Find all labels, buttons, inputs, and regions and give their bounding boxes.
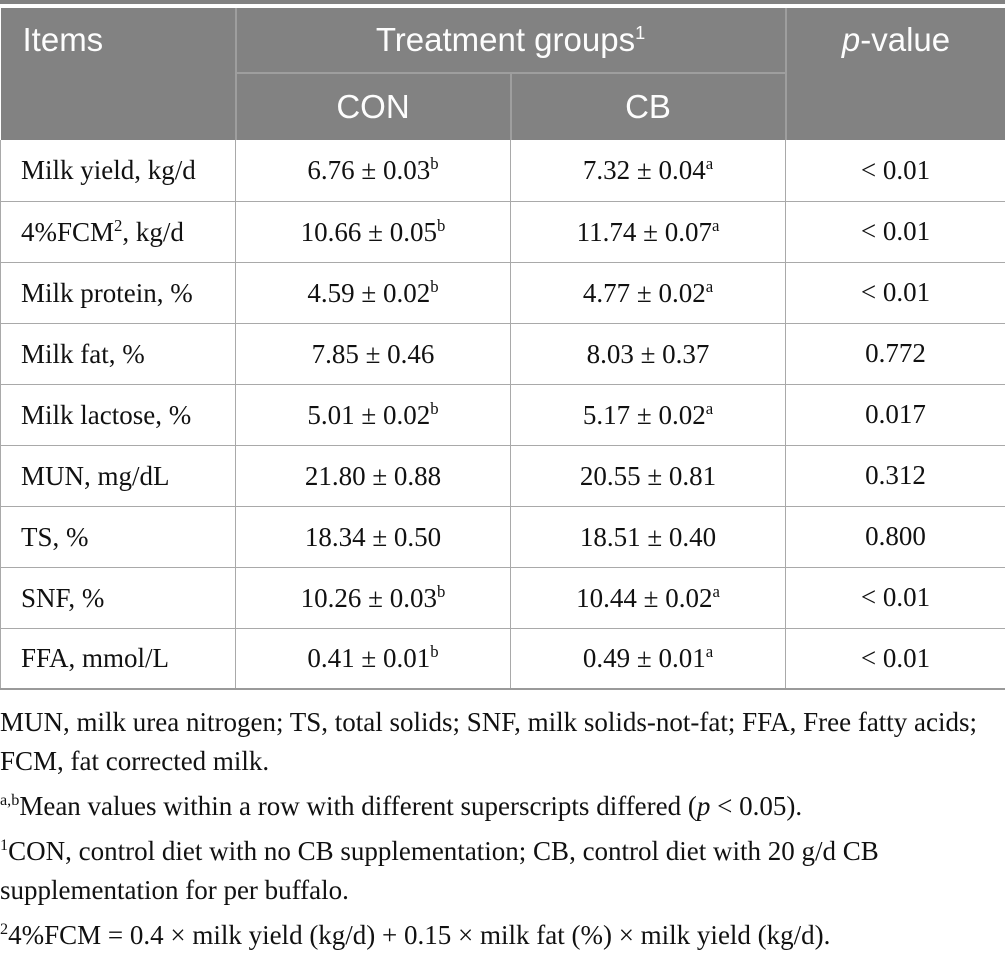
table-row: FFA, mmol/L 0.41 ± 0.01b 0.49 ± 0.01a < … <box>1 628 1005 689</box>
footnotes: MUN, milk urea nitrogen; TS, total solid… <box>0 697 1005 955</box>
p-value-cell: 0.312 <box>786 445 1005 506</box>
table-header: Items Treatment groups1 p-value CON CB <box>1 8 1005 140</box>
p-value-cell: < 0.01 <box>786 628 1005 689</box>
table-row: 4%FCM2, kg/d 10.66 ± 0.05b 11.74 ± 0.07a… <box>1 201 1005 262</box>
row-item-label: Milk lactose, % <box>1 384 236 445</box>
con-column-header: CON <box>236 73 511 140</box>
con-value-cell: 4.59 ± 0.02b <box>236 262 511 323</box>
p-value-suffix: -value <box>860 21 950 58</box>
p-value-cell: 0.017 <box>786 384 1005 445</box>
con-value-cell: 10.26 ± 0.03b <box>236 567 511 628</box>
p-value-cell: < 0.01 <box>786 140 1005 201</box>
con-value-cell: 5.01 ± 0.02b <box>236 384 511 445</box>
table-row: Milk fat, % 7.85 ± 0.46 8.03 ± 0.37 0.77… <box>1 323 1005 384</box>
cb-value-cell: 7.32 ± 0.04a <box>511 140 786 201</box>
row-item-label: 4%FCM2, kg/d <box>1 201 236 262</box>
treatment-results-table: Items Treatment groups1 p-value CON CB M… <box>0 8 1005 690</box>
table-row: Milk lactose, % 5.01 ± 0.02b 5.17 ± 0.02… <box>1 384 1005 445</box>
footnote-abbreviations: MUN, milk urea nitrogen; TS, total solid… <box>0 697 1005 781</box>
row-item-label: Milk fat, % <box>1 323 236 384</box>
table-row: TS, % 18.34 ± 0.50 18.51 ± 0.40 0.800 <box>1 506 1005 567</box>
row-item-label: FFA, mmol/L <box>1 628 236 689</box>
row-item-label: Milk yield, kg/d <box>1 140 236 201</box>
con-value-cell: 6.76 ± 0.03b <box>236 140 511 201</box>
cb-column-header: CB <box>511 73 786 140</box>
cb-value-cell: 10.44 ± 0.02a <box>511 567 786 628</box>
footnote-superscripts: a,bMean values within a row with differe… <box>0 781 1005 826</box>
cb-value-cell: 4.77 ± 0.02a <box>511 262 786 323</box>
row-item-label: SNF, % <box>1 567 236 628</box>
row-item-label: TS, % <box>1 506 236 567</box>
row-item-label: Milk protein, % <box>1 262 236 323</box>
p-value-column-header: p-value <box>786 8 1005 140</box>
p-value-cell: < 0.01 <box>786 201 1005 262</box>
table-row: MUN, mg/dL 21.80 ± 0.88 20.55 ± 0.81 0.3… <box>1 445 1005 506</box>
treatment-groups-header: Treatment groups1 <box>236 8 786 73</box>
cb-value-cell: 0.49 ± 0.01a <box>511 628 786 689</box>
cb-value-cell: 20.55 ± 0.81 <box>511 445 786 506</box>
treatment-groups-label: Treatment groups <box>376 21 635 58</box>
cb-value-cell: 5.17 ± 0.02a <box>511 384 786 445</box>
footnote-diet-definitions: 1CON, control diet with no CB supplement… <box>0 826 1005 910</box>
row-item-label: MUN, mg/dL <box>1 445 236 506</box>
con-value-cell: 21.80 ± 0.88 <box>236 445 511 506</box>
con-value-cell: 7.85 ± 0.46 <box>236 323 511 384</box>
p-value-cell: 0.800 <box>786 506 1005 567</box>
table-row: Milk protein, % 4.59 ± 0.02b 4.77 ± 0.02… <box>1 262 1005 323</box>
treatment-groups-footnote-marker: 1 <box>635 23 645 43</box>
p-value-cell: 0.772 <box>786 323 1005 384</box>
p-value-cell: < 0.01 <box>786 262 1005 323</box>
cb-value-cell: 11.74 ± 0.07a <box>511 201 786 262</box>
table-row: SNF, % 10.26 ± 0.03b 10.44 ± 0.02a < 0.0… <box>1 567 1005 628</box>
table-top-rule <box>0 0 1005 4</box>
con-value-cell: 10.66 ± 0.05b <box>236 201 511 262</box>
con-value-cell: 18.34 ± 0.50 <box>236 506 511 567</box>
cb-value-cell: 8.03 ± 0.37 <box>511 323 786 384</box>
table-body: Milk yield, kg/d 6.76 ± 0.03b 7.32 ± 0.0… <box>1 140 1005 689</box>
table-row: Milk yield, kg/d 6.76 ± 0.03b 7.32 ± 0.0… <box>1 140 1005 201</box>
items-column-header: Items <box>1 8 236 140</box>
cb-value-cell: 18.51 ± 0.40 <box>511 506 786 567</box>
p-value-italic-p: p <box>842 21 860 58</box>
con-value-cell: 0.41 ± 0.01b <box>236 628 511 689</box>
p-value-cell: < 0.01 <box>786 567 1005 628</box>
